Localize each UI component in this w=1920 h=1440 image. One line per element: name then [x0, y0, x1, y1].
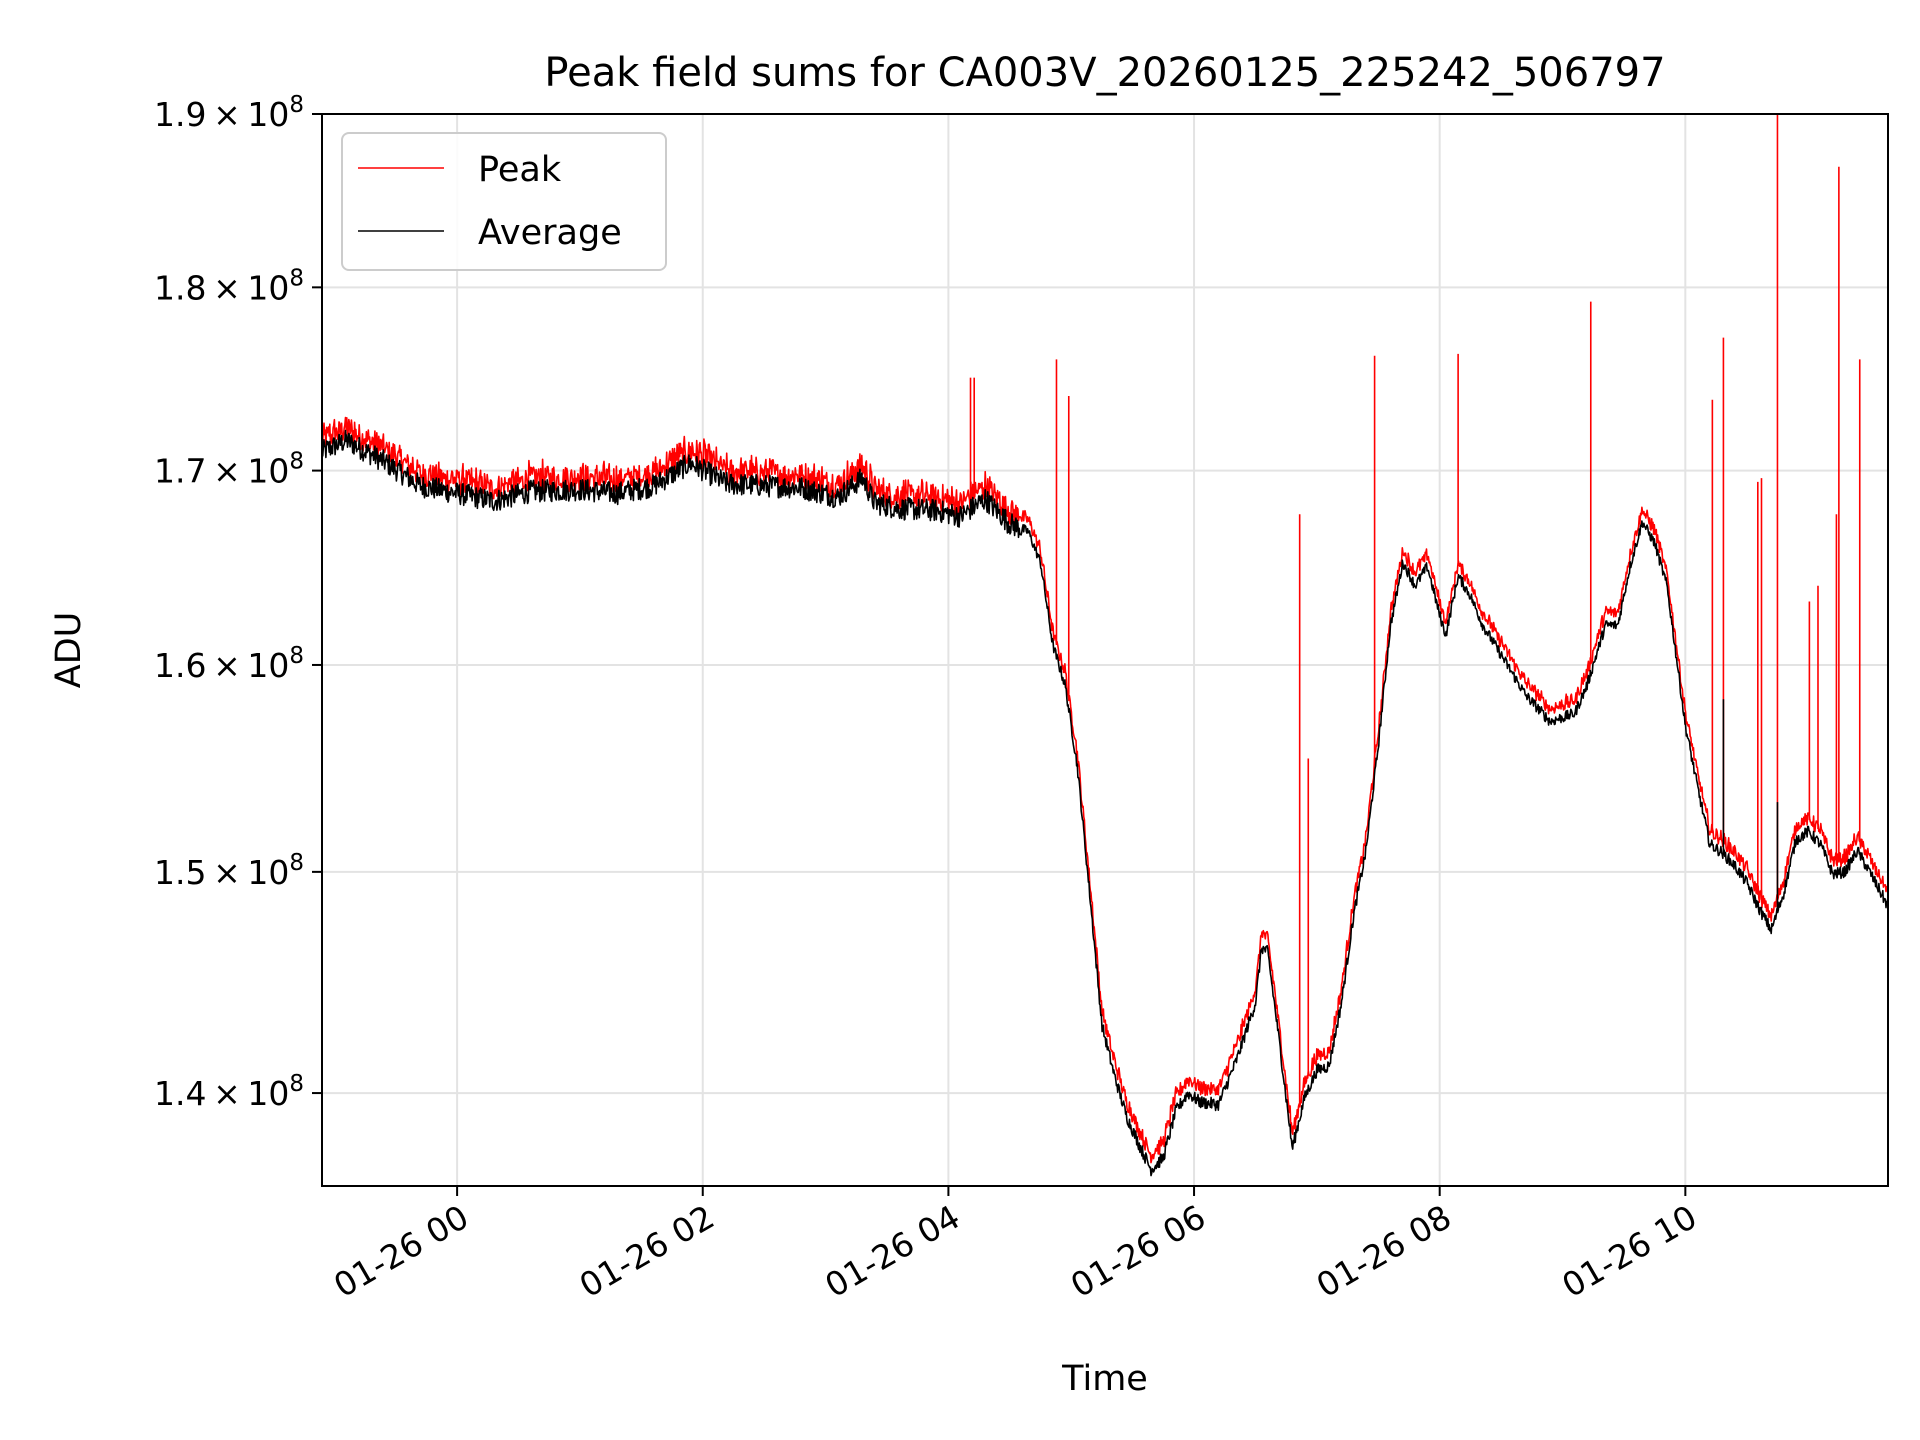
series-line-average [321, 429, 1889, 1177]
grid-layer [322, 113, 1888, 1186]
y-tick-label: 1.9 × 108 [154, 92, 304, 134]
y-tick-label: 1.6 × 108 [154, 643, 304, 685]
y-tick-label: 1.4 × 108 [154, 1071, 304, 1113]
y-axis-label: ADU [49, 612, 89, 689]
legend: Peak Average [341, 132, 667, 271]
plot-frame [321, 113, 1889, 1187]
chart-title: Peak field sums for CA003V_20260125_2252… [544, 50, 1665, 96]
series-line-peak [321, 416, 1889, 1164]
y-tick-label: 1.8 × 108 [154, 265, 304, 307]
legend-label-peak: Peak [478, 150, 562, 190]
x-axis-label: Time [1061, 1359, 1148, 1399]
y-tick-label: 1.7 × 108 [154, 449, 304, 491]
y-tick-label: 1.5 × 108 [154, 850, 304, 892]
series-layer [321, 114, 1889, 1177]
legend-label-average: Average [478, 213, 622, 253]
